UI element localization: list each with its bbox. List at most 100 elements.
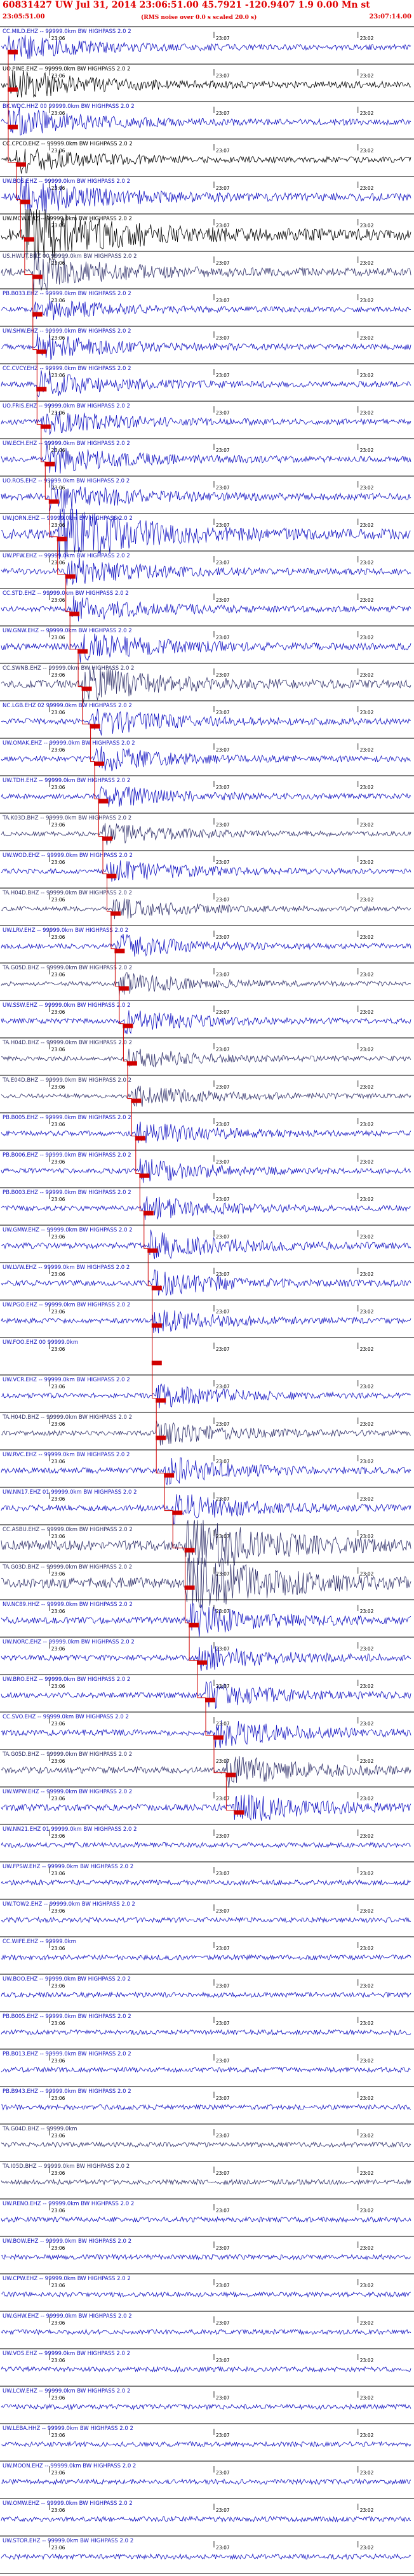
waveform <box>1 1159 411 1183</box>
trace-label: UW.MCW.EHZ -- 99999.0km BW HIGHPASS 2.0 … <box>3 216 132 222</box>
time-tick-label: 23:02 <box>360 1009 374 1015</box>
trace-label: CC.ASBU.EHZ -- 99999.0km BW HIGHPASS 2.0… <box>3 1527 133 1533</box>
trace-label: UW.ECH.EHZ -- 99999.0km BW HIGHPASS 2.0 … <box>3 441 130 447</box>
waveform <box>1 2291 411 2298</box>
time-tick-label: 23:07 <box>216 1721 230 1727</box>
pick-marker <box>151 1360 162 1365</box>
waveform <box>1 1085 411 1107</box>
time-tick-label: 23:06 <box>51 1983 65 1989</box>
pick-marker <box>48 499 59 504</box>
waveform <box>1 1681 411 1709</box>
trace-label: TA.I05D.BHZ -- 99999.0km BW HIGHPASS 2.0… <box>2 2163 130 2170</box>
trace-label: UW.RVC.EHZ -- 99999.0km BW HIGHPASS 2.0 … <box>3 1452 130 1458</box>
trace-label: UW.OMW.EHZ -- 99999.0km BW HIGHPASS 2.0 … <box>3 2500 133 2507</box>
time-tick-label: 23:07 <box>216 1234 230 1240</box>
trace-label: UW.WPW.EHZ -- 99999.0km BW HIGHPASS 2.0 … <box>3 1789 132 1795</box>
waveform <box>1 1795 411 1821</box>
pick-marker <box>164 1473 175 1478</box>
time-tick-label: 23:02 <box>360 2021 374 2026</box>
time-tick-label: 23:07 <box>216 1609 230 1614</box>
time-tick-label: 23:06 <box>51 1871 65 1876</box>
time-tick-label: 23:02 <box>360 2058 374 2064</box>
waveform <box>1 2104 411 2111</box>
time-tick-label: 23:06 <box>51 822 65 828</box>
waveform <box>1 1049 411 1068</box>
time-tick-label: 23:02 <box>360 448 374 453</box>
trace-label: PB.B943.EHZ -- 99999.0km BW HIGHPASS 2.0… <box>3 2088 131 2095</box>
trace-label: UW.GMW.EHZ -- 99999.0km BW HIGHPASS 2.0 … <box>3 1227 133 1233</box>
time-tick-label: 23:07 <box>216 860 230 865</box>
waveform <box>1 708 411 736</box>
trace-label: UW.SHW.EHZ -- 99999.0km BW HIGHPASS 2.0 … <box>3 328 131 335</box>
time-tick-label: 23:06 <box>51 860 65 865</box>
time-tick-label: 23:06 <box>51 747 65 753</box>
time-tick-label: 23:06 <box>51 1346 65 1352</box>
waveform <box>1 667 411 704</box>
time-tick-label: 23:06 <box>51 148 65 154</box>
time-tick-label: 23:07 <box>216 1871 230 1876</box>
time-tick-label: 23:07 <box>216 1796 230 1802</box>
trace-label: UW.OMAK.EHZ -- 99999.0km BW HIGHPASS 2.0… <box>3 740 135 747</box>
time-tick-label: 23:07 <box>216 1122 230 1127</box>
time-tick-label: 23:07 <box>216 522 230 528</box>
time-tick-label: 23:02 <box>360 1946 374 1951</box>
time-tick-label: 23:06 <box>51 1159 65 1165</box>
time-tick-label: 23:02 <box>360 2507 374 2513</box>
trace-label: UW.TDH.EHZ -- 99999.0km BW HIGHPASS 2.0 … <box>3 778 130 784</box>
trace-label: PB.B006.EHZ -- 99999.0km BW HIGHPASS 2.0… <box>3 1152 131 1159</box>
waveform <box>1 746 411 771</box>
trace-label: UW.LVW.EHZ -- 99999.0km BW HIGHPASS 2.0 … <box>3 1265 130 1271</box>
time-tick-label: 23:06 <box>51 1758 65 1764</box>
waveform <box>1 1421 411 1446</box>
time-tick-label: 23:02 <box>360 1683 374 1689</box>
pick-marker <box>8 87 18 92</box>
pick-marker <box>32 312 43 317</box>
trace-label: TA.H04D.BHZ -- 99999.0km BW HIGHPASS 2.0… <box>2 1414 132 1421</box>
time-tick-label: 23:07 <box>216 110 230 116</box>
pick-marker <box>65 574 76 579</box>
waveform <box>1 1196 411 1220</box>
time-tick-label: 23:06 <box>51 1421 65 1427</box>
time-tick-label: 23:02 <box>360 2320 374 2326</box>
waveform <box>1 1269 411 1296</box>
waveform <box>1 251 411 293</box>
waveform <box>1 2366 411 2373</box>
time-tick-label: 23:06 <box>51 410 65 416</box>
pick-marker <box>15 162 26 167</box>
time-tick-label: 23:06 <box>51 1234 65 1240</box>
trace-label: TA.H04D.BHZ -- 99999.0km BW HIGHPASS 2.0… <box>2 890 132 896</box>
trace-label: UW.CPW.EHZ -- 99999.0km BW HIGHPASS 2.0 … <box>3 2276 131 2282</box>
time-tick-label: 23:07 <box>216 298 230 303</box>
time-tick-label: 23:02 <box>360 785 374 790</box>
time-tick-label: 23:07 <box>216 2358 230 2363</box>
time-tick-label: 23:06 <box>51 2507 65 2513</box>
trace-label: UW.VCR.EHZ -- 99999.0km BW HIGHPASS 2.0 … <box>3 1377 130 1383</box>
trace-label: UW.BOO.EHZ -- 99999.0km BW HIGHPASS 2.0 … <box>3 1976 131 1982</box>
time-tick-label: 23:06 <box>51 1796 65 1802</box>
time-tick-label: 23:07 <box>216 1833 230 1839</box>
time-tick-label: 23:02 <box>360 672 374 678</box>
trace-label: UW.FOO.EHZ 00 99999.0km <box>3 1339 78 1346</box>
time-tick-label: 23:06 <box>51 1459 65 1464</box>
time-tick-label: 23:02 <box>360 1384 374 1390</box>
time-tick-label: 23:06 <box>51 2395 65 2401</box>
waveform <box>1 823 411 846</box>
time-tick-label: 23:02 <box>360 485 374 491</box>
trace-label: UW.LCW.EHZ -- 99999.0km BW HIGHPASS 2.0 … <box>3 2388 130 2394</box>
time-tick-label: 23:02 <box>360 1496 374 1502</box>
trace-label: PB.B005.EHZ -- 99999.0km BW HIGHPASS 2.0… <box>3 1115 131 1121</box>
pick-marker <box>94 761 104 766</box>
time-tick-label: 23:02 <box>360 897 374 903</box>
trace-label: UW.BOS.EHZ -- 99999.0km BW HIGHPASS 2.0 … <box>3 178 130 185</box>
trace-label: UW.GNW.EHZ -- 99999.0km BW HIGHPASS 2.0 … <box>3 628 132 634</box>
time-tick-label: 23:06 <box>51 2283 65 2288</box>
time-tick-label: 23:02 <box>360 73 374 79</box>
time-tick-label: 23:02 <box>360 1534 374 1539</box>
time-tick-label: 23:06 <box>51 185 65 191</box>
waveform <box>1 634 411 663</box>
waveform <box>1 898 411 920</box>
trace-label: TA.H04D.BHZ -- 99999.0km BW HIGHPASS 2.0… <box>2 1040 132 1046</box>
time-tick-label: 23:02 <box>360 2283 374 2288</box>
time-tick-label: 23:07 <box>216 1534 230 1539</box>
